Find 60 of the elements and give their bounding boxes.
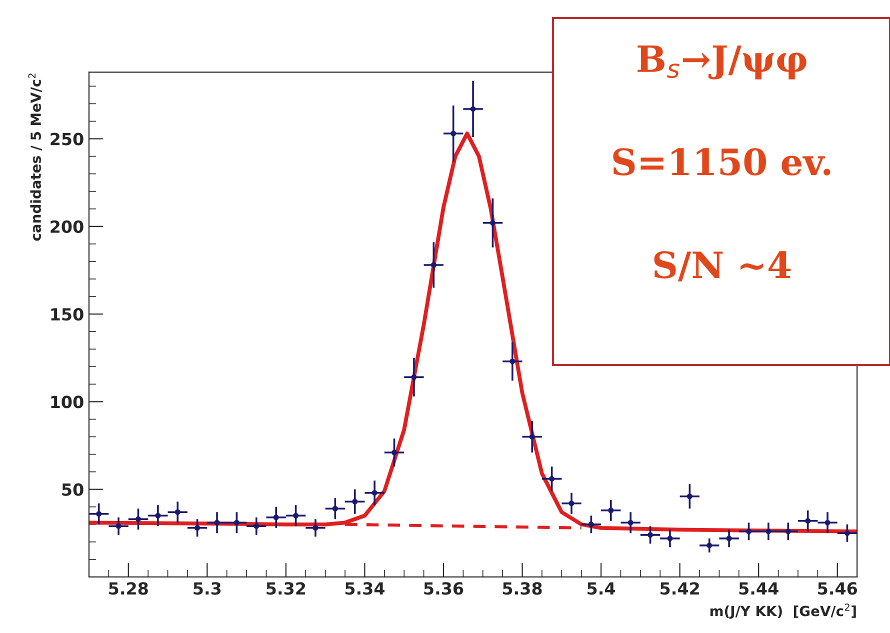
- y-tick-label: 150: [51, 308, 84, 321]
- x-axis-title: m(J/Y KK) [GeV/c$^{2}$]: [710, 604, 856, 619]
- point: [391, 450, 398, 456]
- point: [293, 512, 299, 518]
- y-tick-label: 50: [62, 483, 84, 496]
- point: [805, 518, 811, 524]
- point: [785, 528, 791, 534]
- point: [352, 498, 358, 504]
- point: [667, 536, 673, 542]
- point: [490, 220, 496, 226]
- point: [568, 500, 574, 506]
- y-axis-title: candidates / 5 MeV/c$^{2}$: [28, 74, 42, 241]
- line-series: [89, 132, 858, 534]
- point: [608, 508, 614, 514]
- point: [686, 494, 692, 500]
- point: [234, 520, 240, 526]
- point: [549, 476, 555, 482]
- point: [312, 525, 318, 531]
- point: [588, 522, 594, 528]
- point: [529, 434, 535, 440]
- point: [332, 506, 338, 512]
- point: [746, 528, 752, 534]
- x-tick-label: 5.34: [345, 582, 385, 595]
- point: [116, 523, 122, 529]
- point: [254, 523, 260, 529]
- point: [450, 130, 456, 136]
- point: [273, 514, 279, 520]
- y-tick-label: 200: [50, 220, 84, 233]
- x-tick-label: 5.28: [109, 582, 148, 595]
- point: [510, 358, 516, 364]
- point: [214, 520, 220, 526]
- annotation: S=1150 ev.: [613, 148, 830, 176]
- x-tick-label: 5.38: [502, 582, 542, 595]
- point: [430, 262, 436, 268]
- point: [628, 520, 634, 526]
- point: [726, 536, 732, 542]
- point: [470, 106, 476, 112]
- point: [648, 532, 654, 538]
- point: [411, 374, 417, 380]
- point: [706, 542, 712, 548]
- y-tick-label: 250: [50, 132, 84, 146]
- x-tick-label: 5.42: [660, 582, 699, 595]
- x-tick-label: 5.32: [266, 582, 306, 595]
- annotation: B$_{s}$→J/ψφ: [638, 46, 806, 80]
- point: [155, 512, 161, 518]
- point: [174, 509, 180, 515]
- x-tick-label: 5.44: [739, 582, 778, 595]
- x-tick-label: 5.4: [588, 582, 616, 595]
- x-tick-label: 5.36: [424, 582, 464, 595]
- point: [96, 511, 102, 517]
- point: [824, 520, 830, 526]
- x-tick-label: 5.46: [818, 582, 858, 595]
- annotation: S/N ~4: [654, 251, 791, 282]
- point: [372, 490, 378, 496]
- point: [194, 525, 200, 531]
- y-tick-label: 100: [51, 396, 84, 408]
- point: [844, 530, 850, 536]
- point: [135, 516, 142, 522]
- point: [766, 528, 772, 534]
- x-tick-label: 5.3: [194, 582, 221, 595]
